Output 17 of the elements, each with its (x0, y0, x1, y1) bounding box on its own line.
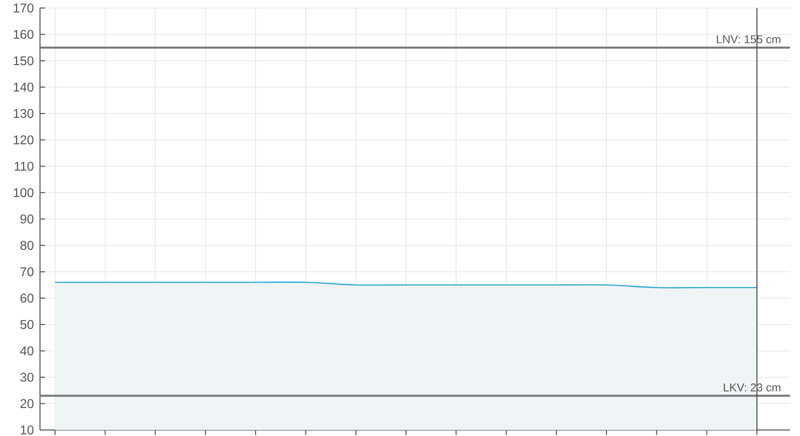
y-tick-label: 160 (14, 30, 34, 39)
y-tick-label: 120 (14, 135, 34, 144)
y-tick-label: 80 (20, 240, 34, 250)
y-tick-label: 70 (20, 267, 34, 276)
y-tick-label: 30 (20, 372, 34, 382)
y-tick-label: 90 (20, 214, 34, 224)
y-tick-label: 110 (14, 162, 34, 171)
y-tick-label: 40 (20, 346, 34, 356)
y-tick-label: 150 (14, 56, 34, 66)
y-tick-label: 100 (14, 188, 34, 198)
y-tick-label: 130 (14, 109, 34, 118)
y-tick-label: 50 (20, 320, 34, 329)
y-tick-label: 170 (14, 4, 34, 12)
y-tick-label: 140 (14, 82, 34, 92)
y-tick-label: 60 (20, 294, 34, 303)
y-tick-label: 20 (20, 399, 34, 408)
y-tick-label: 10 (20, 426, 34, 434)
